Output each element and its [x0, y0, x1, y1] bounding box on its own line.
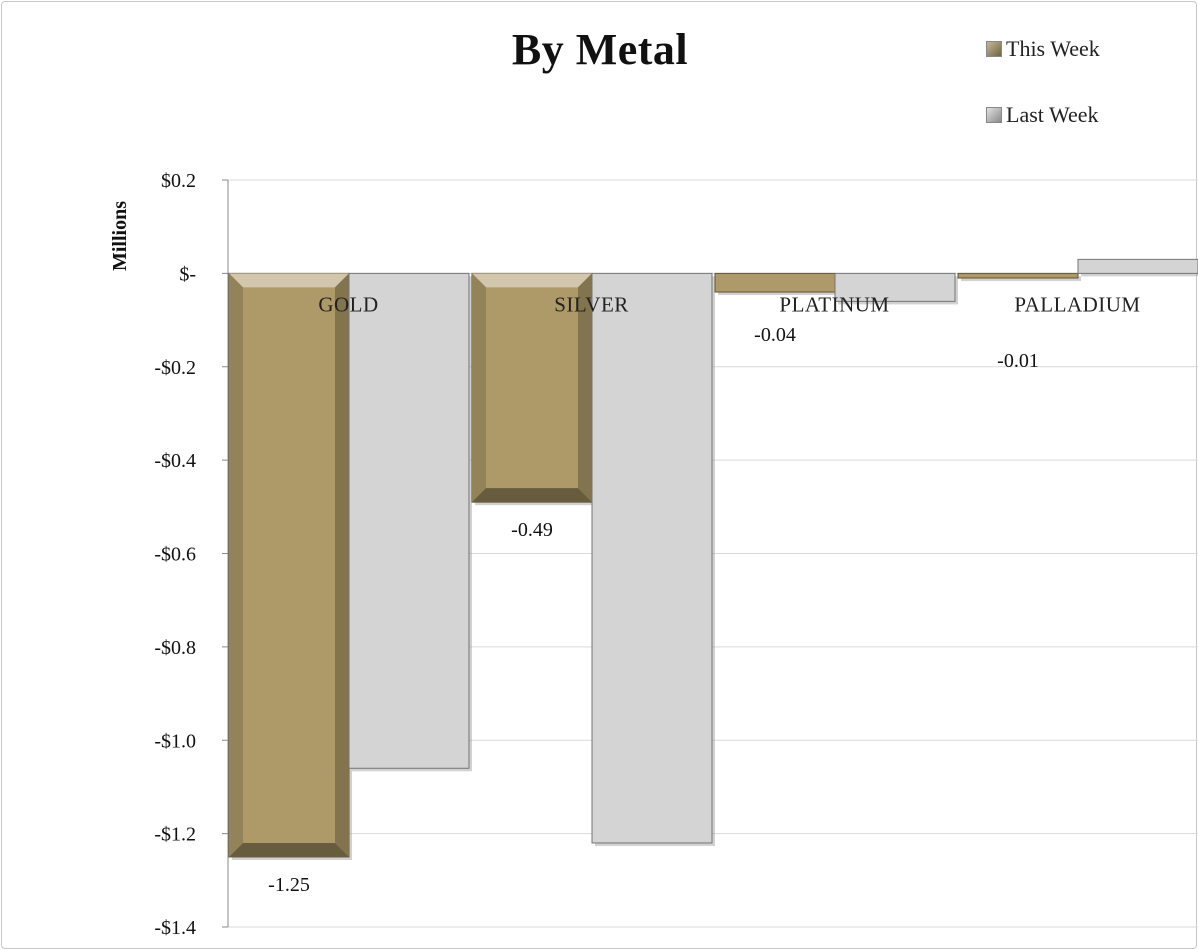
legend-swatch-last-week: [986, 107, 1002, 123]
bar-this-week-silver: [471, 272, 595, 506]
bar-this-week-platinum: [714, 272, 838, 296]
category-label-palladium: PALLADIUM: [1014, 292, 1140, 316]
y-axis-title: Millions: [109, 201, 131, 271]
y-tick-label: -$0.6: [154, 544, 196, 566]
bar-bevel-bottom: [229, 842, 349, 857]
bar-this-week-palladium: [957, 272, 1081, 282]
bar-last-week-silver: [591, 272, 715, 846]
bar-body: [348, 272, 470, 769]
bar-bevel-left: [229, 273, 243, 857]
y-tick-label: -$0.2: [154, 357, 196, 379]
legend-label-last-week: Last Week: [1006, 102, 1099, 127]
legend-item-this-week: This Week: [986, 36, 1100, 62]
y-tick-label: -$1.4: [154, 917, 196, 939]
y-tick-label: $0.2: [161, 170, 196, 192]
category-label-silver: SILVER: [554, 292, 629, 316]
y-tick-label: $-: [179, 263, 196, 285]
data-label-palladium: -0.01: [997, 350, 1039, 372]
y-tick-label: -$0.4: [154, 450, 196, 472]
data-label-platinum: -0.04: [754, 324, 796, 346]
category-label-gold: GOLD: [318, 292, 378, 316]
bar-last-week-palladium: [1077, 258, 1198, 277]
y-tick-label: -$1.2: [154, 824, 196, 846]
data-label-silver: -0.49: [511, 519, 553, 541]
legend-label-this-week: This Week: [1006, 36, 1100, 61]
y-tick-label: -$1.0: [154, 730, 196, 752]
bar-bevel-right: [578, 273, 592, 503]
bar-last-week-platinum: [834, 272, 958, 305]
category-label-platinum: PLATINUM: [779, 292, 889, 316]
bar-bevel-top: [472, 273, 592, 288]
bar-this-week-gold: [228, 272, 352, 860]
bar-bevel-left: [472, 273, 486, 503]
legend-item-last-week: Last Week: [986, 102, 1099, 128]
bar-body: [957, 272, 1079, 279]
bar-body: [834, 272, 956, 302]
bar-bevel-top: [229, 273, 349, 288]
y-tick-label: -$0.8: [154, 637, 196, 659]
bar-bevel-right: [335, 273, 349, 857]
bar-body: [714, 272, 836, 293]
legend-swatch-this-week: [986, 41, 1002, 57]
bar-last-week-gold: [348, 272, 472, 772]
bar-body: [591, 272, 713, 844]
chart-title: By Metal: [511, 25, 689, 74]
bar-shadow: [961, 276, 1081, 282]
bar-body: [1077, 258, 1198, 274]
bar-body: [228, 272, 350, 858]
data-label-gold: -1.25: [268, 874, 310, 896]
bar-bevel-bottom: [472, 488, 592, 503]
